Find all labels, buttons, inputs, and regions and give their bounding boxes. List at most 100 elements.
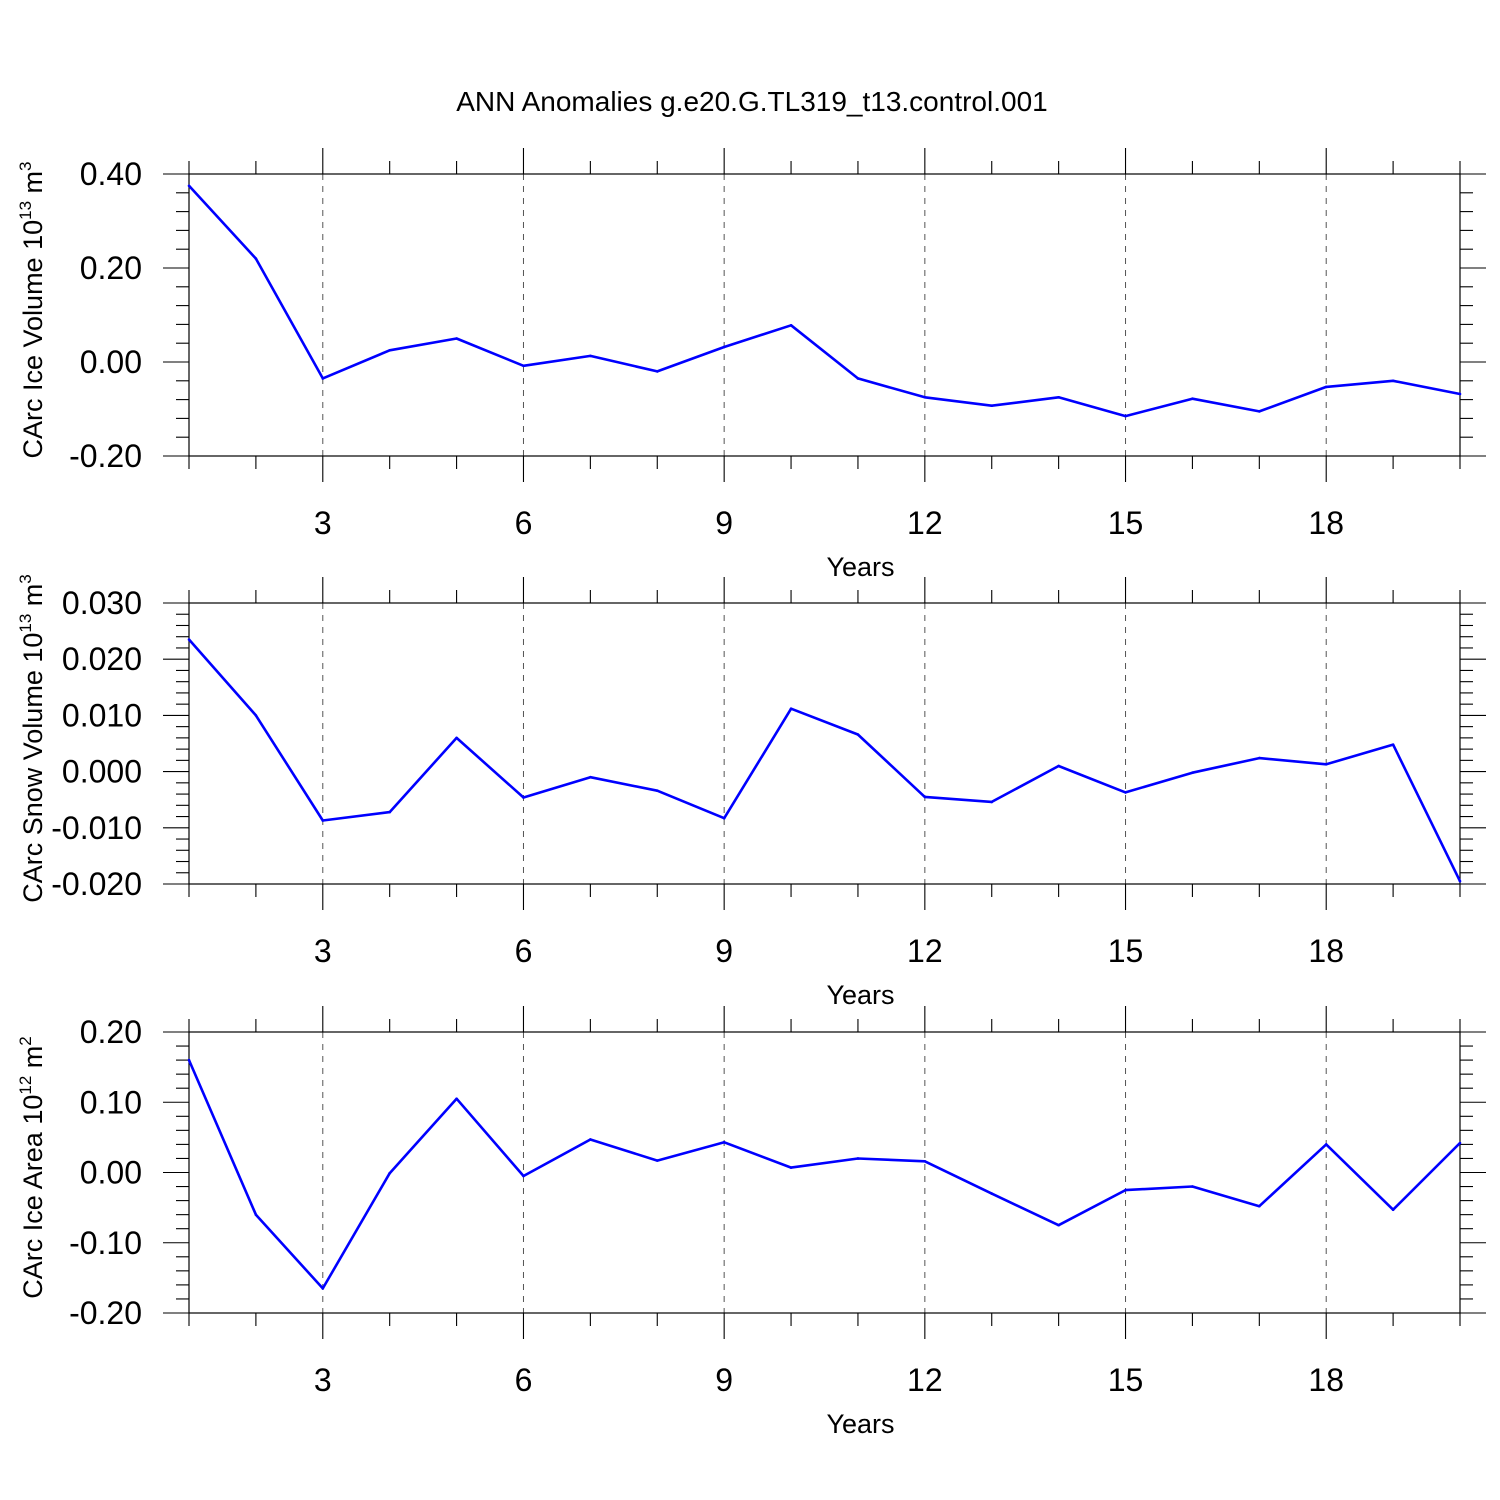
x-tick-label: 18 xyxy=(1308,933,1344,969)
data-point xyxy=(856,733,860,736)
panel-1: 3 6 9 12 15 18 -0.20 0.00 0.20 0.40 Years CArc Ice … xyxy=(16,148,1486,582)
x-tick-label: 3 xyxy=(314,505,332,541)
x-tick-label: 9 xyxy=(715,933,733,969)
series-line xyxy=(188,184,1461,418)
y-tick-label: 0.40 xyxy=(80,156,142,192)
y-tick-label: 0.000 xyxy=(62,754,142,790)
data-point xyxy=(1124,1188,1127,1192)
data-point xyxy=(321,819,325,822)
x-tick-label: 6 xyxy=(515,505,533,541)
data-point xyxy=(1057,395,1060,399)
y-axis-label-superscript: 13 xyxy=(16,614,35,633)
data-point xyxy=(990,800,994,804)
series-line xyxy=(188,638,1462,882)
data-point xyxy=(1324,1143,1328,1146)
data-point xyxy=(789,324,793,327)
data-point xyxy=(321,377,325,380)
data-point xyxy=(789,707,793,710)
x-tick-label: 15 xyxy=(1108,933,1144,969)
y-axis-label-text: m xyxy=(18,171,48,201)
y-axis-label-superscript: 3 xyxy=(16,574,35,583)
data-point xyxy=(856,377,860,380)
x-tick-label: 3 xyxy=(314,1362,332,1398)
x-tick-label: 12 xyxy=(907,933,943,969)
data-point xyxy=(789,1166,793,1169)
x-tick-label: 15 xyxy=(1108,1362,1144,1398)
data-point xyxy=(1191,771,1194,775)
y-tick-label: 0.00 xyxy=(80,1155,142,1191)
data-point xyxy=(522,796,525,799)
panels: 3 6 9 12 15 18 -0.20 0.00 0.20 0.40 Years CArc Ice … xyxy=(16,148,1486,1439)
data-point xyxy=(1124,414,1127,418)
plot-frame xyxy=(188,173,1461,457)
panel-2: 3 6 9 12 15 18 -0.020 -0.010 0.000 0.010 0.020 0.03… xyxy=(16,574,1486,1010)
y-tick-label: 0.20 xyxy=(80,1014,142,1050)
y-tick-label: -0.020 xyxy=(51,866,142,902)
y-axis-label-text: m xyxy=(18,1046,48,1076)
x-tick-label: 15 xyxy=(1108,505,1144,541)
data-point xyxy=(455,337,458,340)
plot-frame xyxy=(188,1031,1461,1314)
x-tick-label: 6 xyxy=(515,933,533,969)
data-point xyxy=(589,1138,592,1141)
data-point xyxy=(1391,1208,1395,1212)
x-tick-label: 9 xyxy=(715,1362,733,1398)
data-point xyxy=(1391,379,1395,383)
y-tick-label: -0.20 xyxy=(69,438,142,474)
data-point xyxy=(522,364,525,368)
y-tick-label: 0.020 xyxy=(62,641,142,677)
data-point xyxy=(187,1058,191,1062)
y-axis-label-text: CArc Ice Volume 10 xyxy=(18,220,48,459)
y-tick-label: -0.10 xyxy=(69,1225,142,1261)
data-point xyxy=(254,714,258,717)
data-point xyxy=(923,795,927,799)
y-axis-label-text: CArc Snow Volume 10 xyxy=(18,633,48,903)
data-point xyxy=(722,1140,726,1144)
data-point xyxy=(655,370,659,373)
data-point xyxy=(722,345,726,349)
series-line xyxy=(187,1059,1461,1290)
data-point xyxy=(1458,392,1462,396)
x-tick-label: 12 xyxy=(907,1362,943,1398)
data-point xyxy=(1324,762,1328,766)
y-axis-label-text: m xyxy=(18,584,48,614)
y-axis-label-superscript: 12 xyxy=(16,1076,35,1095)
data-point xyxy=(856,1157,860,1160)
y-axis-label-superscript: 13 xyxy=(16,201,35,220)
x-tick-label: 12 xyxy=(907,505,943,541)
y-tick-label: -0.20 xyxy=(69,1295,142,1331)
data-point xyxy=(923,1159,927,1163)
plot-frame xyxy=(188,602,1461,885)
data-point xyxy=(1458,879,1462,883)
y-tick-label: -0.010 xyxy=(51,810,142,846)
data-point xyxy=(187,638,191,641)
data-point xyxy=(1124,791,1127,794)
y-axis-label-superscript: 2 xyxy=(16,1036,35,1045)
y-tick-label: 0.00 xyxy=(80,344,142,380)
data-point xyxy=(388,1171,391,1175)
x-tick-label: 6 xyxy=(515,1362,533,1398)
data-point xyxy=(1191,1185,1194,1188)
data-point xyxy=(388,348,391,352)
data-point xyxy=(589,354,592,358)
data-point xyxy=(655,789,659,793)
data-point xyxy=(388,810,391,814)
data-point xyxy=(455,1097,458,1101)
y-tick-label: 0.010 xyxy=(62,697,142,733)
data-point xyxy=(321,1287,325,1290)
data-point xyxy=(722,816,726,820)
data-point xyxy=(990,404,994,408)
x-axis-label: Years xyxy=(826,1409,894,1439)
data-point xyxy=(254,1213,258,1216)
data-point xyxy=(1391,743,1395,746)
x-axis-label: Years xyxy=(826,552,894,582)
data-point xyxy=(522,1174,525,1178)
data-point xyxy=(589,775,592,779)
figure-title: ANN Anomalies g.e20.G.TL319_t13.control.… xyxy=(456,86,1047,117)
data-point xyxy=(1324,385,1328,389)
x-tick-label: 3 xyxy=(314,933,332,969)
x-axis-label: Years xyxy=(826,980,894,1010)
data-point xyxy=(254,257,258,260)
data-point xyxy=(1258,410,1261,413)
